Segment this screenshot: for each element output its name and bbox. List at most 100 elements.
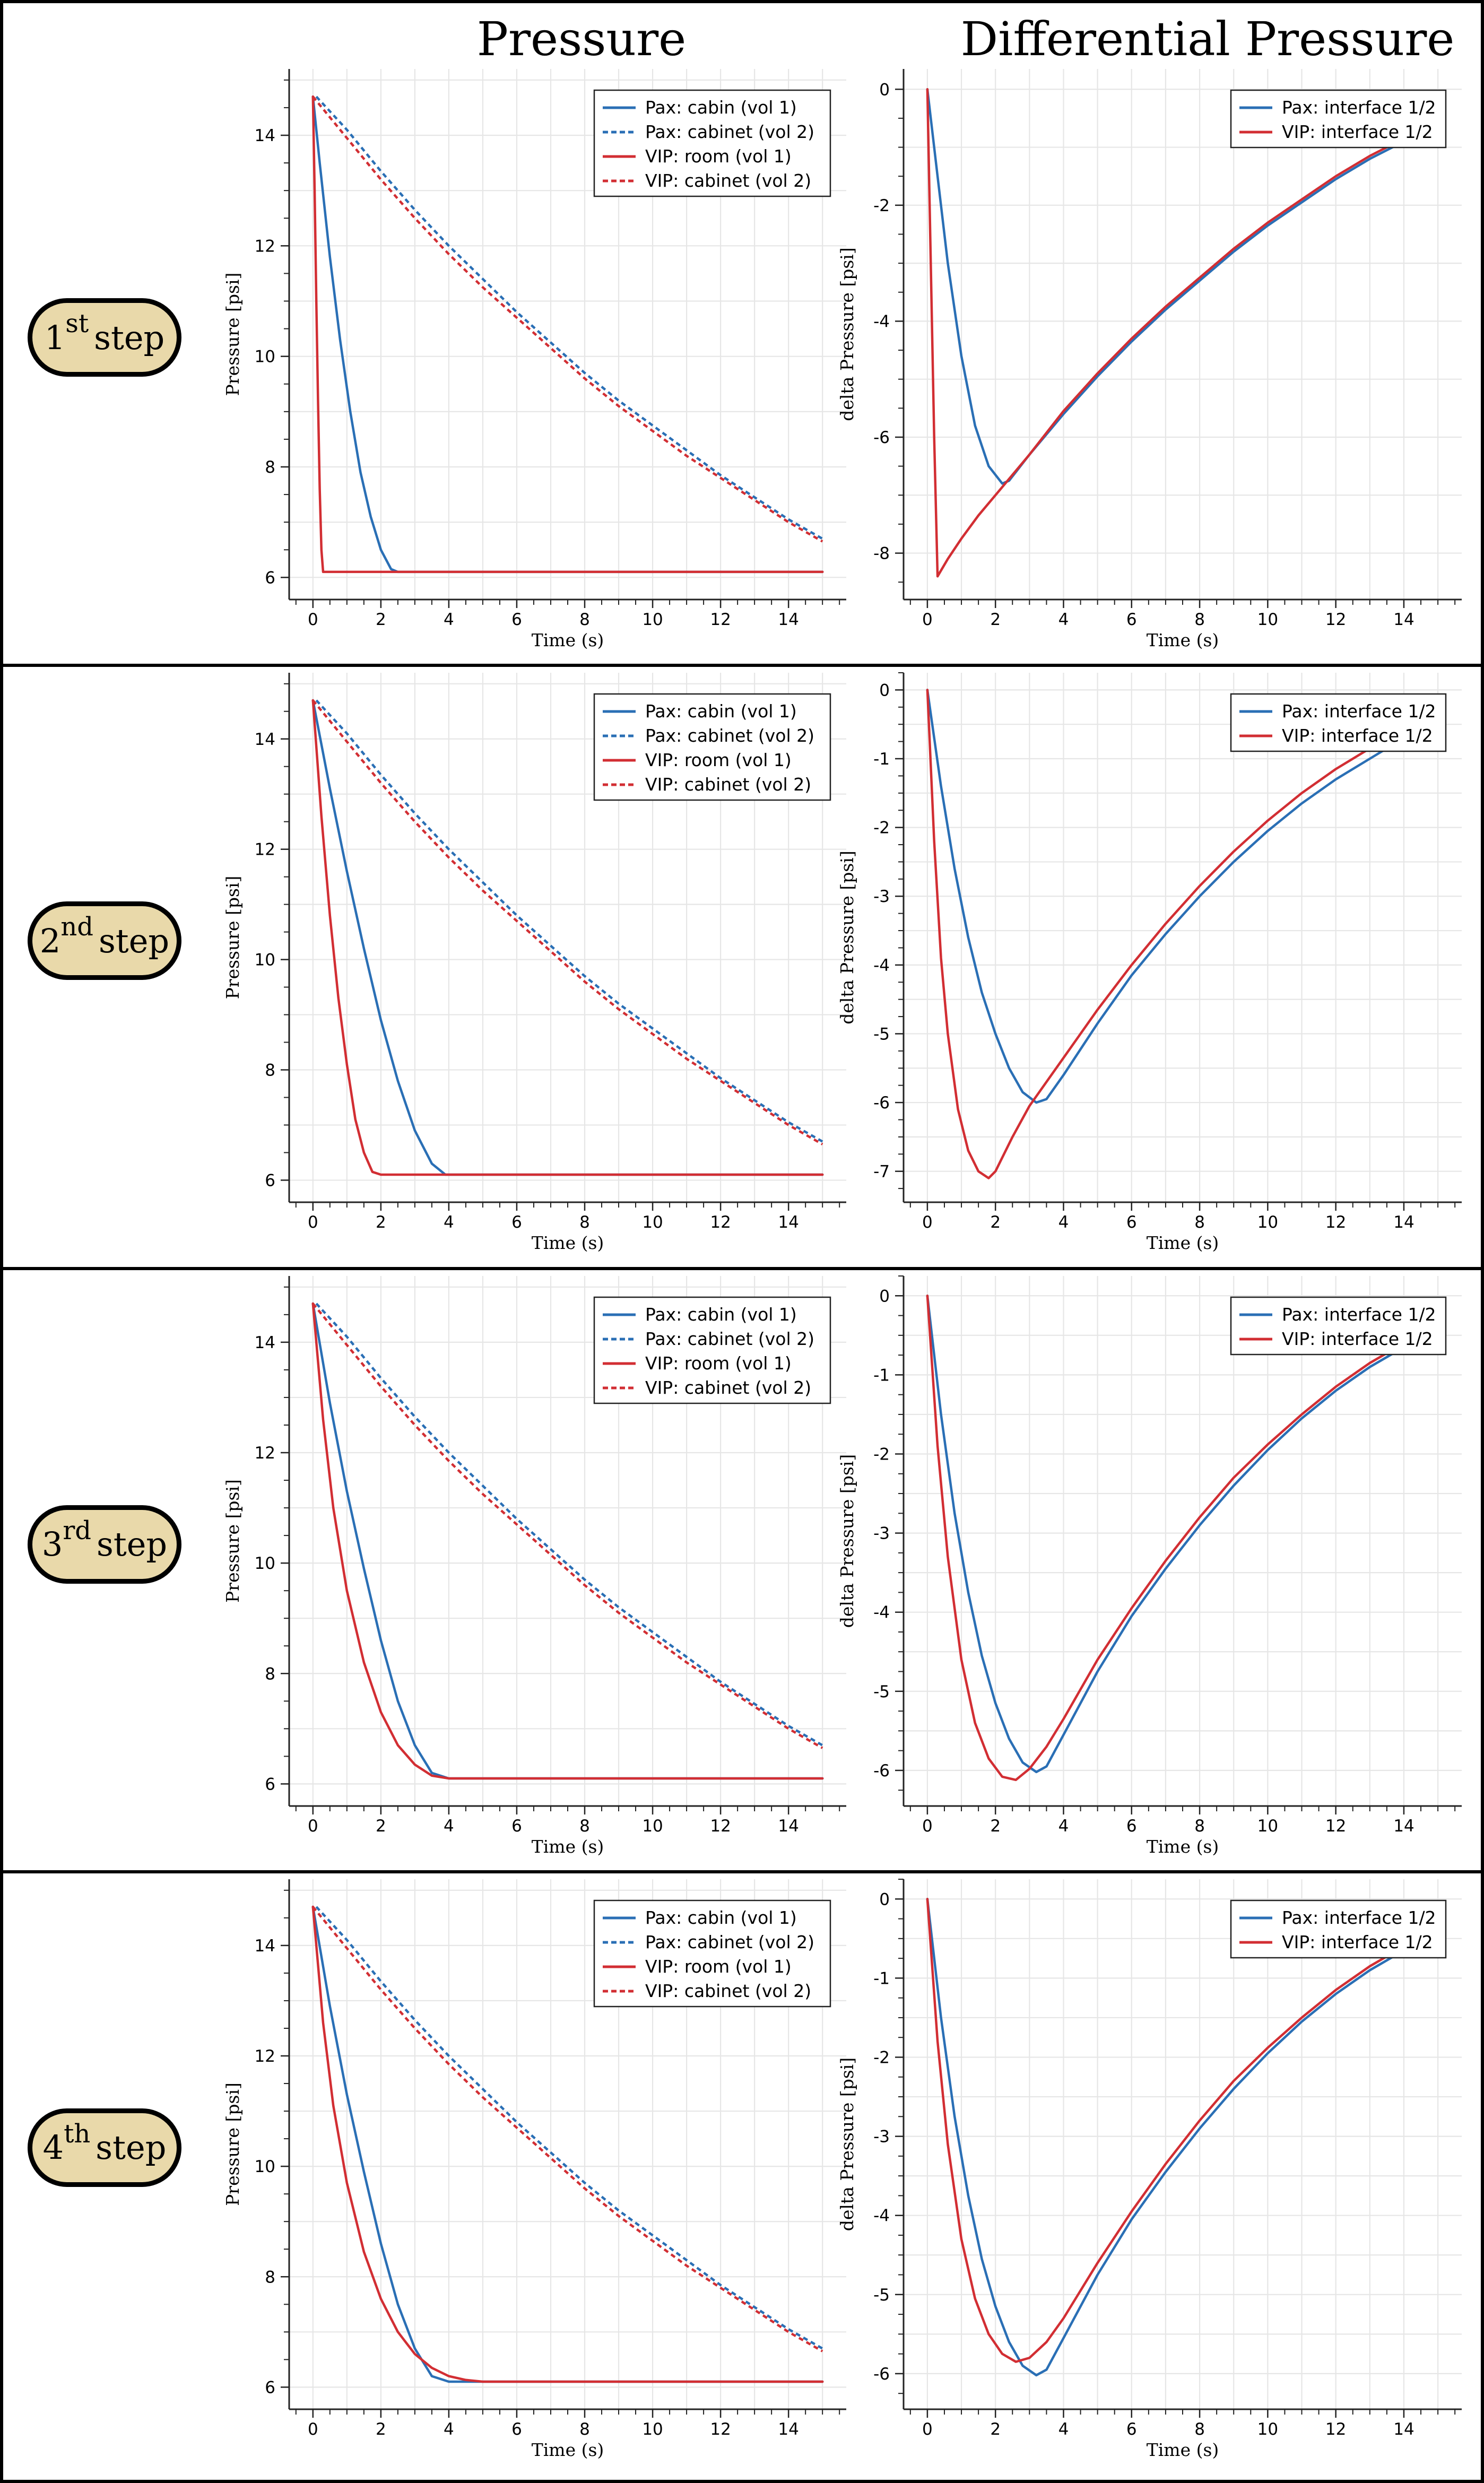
legend: Pax: cabin (vol 1) Pax: cabinet (vol 2) VI…	[593, 1899, 831, 2008]
series-line	[926, 88, 1439, 485]
legend-label: Pax: cabin (vol 1)	[645, 1304, 797, 1325]
x-tick-label: 0	[922, 1817, 933, 1836]
y-tick-label: -6	[873, 1761, 890, 1781]
x-tick-label: 6	[1126, 1817, 1137, 1836]
x-tick-label: 12	[710, 1817, 731, 1836]
x-axis-label: Time (s)	[1147, 630, 1219, 650]
x-tick-label: 8	[1194, 1213, 1205, 1232]
differential-plot: 0 2 4 6 8 10 12 14 0 -1 -2 -3 -4 -5 -6 Time (s) delta Pr…	[837, 1879, 1462, 2460]
x-tick-label: 2	[376, 1817, 386, 1836]
x-tick-label: 10	[1257, 2420, 1278, 2439]
x-tick-label: 2	[376, 1213, 386, 1232]
x-tick-label: 12	[1325, 2420, 1346, 2439]
x-tick-label: 4	[444, 1817, 454, 1836]
y-tick-label: 10	[255, 348, 275, 367]
y-tick-label: 0	[879, 1287, 890, 1306]
x-tick-label: 10	[1257, 1817, 1278, 1836]
legend-label: Pax: interface 1/2	[1282, 1907, 1436, 1928]
y-tick-label: 8	[265, 458, 275, 477]
legend-label: Pax: cabinet (vol 2)	[645, 1932, 814, 1952]
legend-label: Pax: cabin (vol 1)	[645, 701, 797, 722]
x-tick-label: 14	[1393, 610, 1414, 629]
legend-label: VIP: room (vol 1)	[645, 750, 792, 770]
x-tick-label: 14	[1393, 1213, 1414, 1232]
y-tick-label: -2	[873, 1445, 890, 1464]
x-tick-label: 4	[1058, 610, 1069, 629]
y-axis-label: delta Pressure [psi]	[837, 850, 857, 1024]
legend-label: VIP: room (vol 1)	[645, 146, 792, 167]
y-tick-label: 6	[265, 1171, 275, 1190]
y-tick-label: -3	[873, 2128, 890, 2147]
x-tick-label: 4	[1058, 1213, 1069, 1232]
legend-label: VIP: cabinet (vol 2)	[645, 1377, 811, 1398]
legend-label: VIP: interface 1/2	[1282, 1329, 1433, 1349]
series-line	[311, 95, 824, 574]
step-word: step	[94, 318, 165, 357]
differential-plot: 0 2 4 6 8 10 12 14 0 -1 -2 -3 -4 -5 -6 -7 Time (s) delta …	[837, 672, 1462, 1253]
y-tick-label: 6	[265, 2378, 275, 2397]
x-axis-label: Time (s)	[1147, 1232, 1219, 1253]
x-axis-label: Time (s)	[1147, 2439, 1219, 2460]
x-tick-label: 2	[376, 2420, 386, 2439]
x-tick-label: 0	[922, 610, 933, 629]
x-tick-label: 6	[511, 2420, 522, 2439]
legend-label: Pax: interface 1/2	[1282, 701, 1436, 722]
x-tick-label: 14	[1393, 2420, 1414, 2439]
column-header-pressure: Pressure	[476, 12, 687, 66]
y-tick-label: -7	[873, 1162, 890, 1182]
y-tick-label: 6	[265, 568, 275, 587]
x-tick-label: 6	[1126, 2420, 1137, 2439]
y-tick-label: -3	[873, 887, 890, 906]
x-tick-label: 10	[642, 610, 663, 629]
y-tick-label: -6	[873, 2365, 890, 2384]
x-tick-label: 8	[1194, 2420, 1205, 2439]
legend-box	[1230, 1899, 1447, 1959]
y-tick-label: 0	[879, 1890, 890, 1909]
series-line	[926, 88, 1439, 578]
x-tick-label: 2	[376, 610, 386, 629]
y-axis-label: delta Pressure [psi]	[837, 2057, 857, 2231]
x-tick-label: 8	[579, 2420, 590, 2439]
y-tick-label: -4	[873, 1603, 890, 1622]
x-tick-label: 2	[990, 610, 1001, 629]
y-tick-label: -1	[873, 1969, 890, 1988]
step-ordinal: nd	[60, 912, 93, 942]
legend: Pax: cabin (vol 1) Pax: cabinet (vol 2) VI…	[593, 1296, 831, 1404]
x-tick-label: 12	[1325, 1817, 1346, 1836]
y-tick-label: 8	[265, 1061, 275, 1080]
step-word: step	[97, 1525, 168, 1564]
legend-label: VIP: room (vol 1)	[645, 1956, 792, 1977]
legend-label: Pax: cabinet (vol 2)	[645, 1329, 814, 1349]
legend-label: VIP: interface 1/2	[1282, 725, 1433, 746]
legend-label: Pax: interface 1/2	[1282, 97, 1436, 118]
y-tick-label: 12	[255, 840, 275, 860]
x-axis-label: Time (s)	[1147, 1836, 1219, 1857]
series-line	[311, 699, 824, 1176]
x-tick-label: 10	[642, 2420, 663, 2439]
step-ordinal: th	[64, 2119, 91, 2149]
x-tick-label: 0	[922, 1213, 933, 1232]
step-number: 3	[41, 1525, 63, 1564]
y-tick-label: 14	[255, 126, 275, 145]
step-ordinal: st	[65, 309, 89, 338]
y-tick-label: 12	[255, 2047, 275, 2066]
pressure-plot: 0 2 4 6 8 10 12 14 6 8 10 12 14 Time (s) Pressure [psi…	[222, 1879, 846, 2460]
pressure-plot: 0 2 4 6 8 10 12 14 6 8 10 12 14 Time (s) Pressure [psi…	[222, 673, 846, 1253]
step-number: 2	[39, 921, 61, 960]
legend-label: VIP: cabinet (vol 2)	[645, 774, 811, 795]
series-line	[311, 1905, 824, 2383]
x-tick-label: 8	[1194, 1817, 1205, 1836]
y-tick-label: 10	[255, 1554, 275, 1573]
series-line	[926, 689, 1439, 1179]
y-tick-label: -2	[873, 2048, 890, 2067]
x-axis-label: Time (s)	[532, 2439, 604, 2460]
y-tick-label: -2	[873, 819, 890, 838]
x-axis-label: Time (s)	[532, 1836, 604, 1857]
pressure-plot: 0 2 4 6 8 10 12 14 6 8 10 12 14 Time (s) Pressure [psi…	[222, 1276, 846, 1857]
legend: Pax: interface 1/2 VIP: interface 1/2	[1230, 89, 1447, 149]
y-tick-label: 12	[255, 1444, 275, 1463]
y-tick-label: -5	[873, 1025, 890, 1044]
step-number: 1	[44, 318, 66, 357]
